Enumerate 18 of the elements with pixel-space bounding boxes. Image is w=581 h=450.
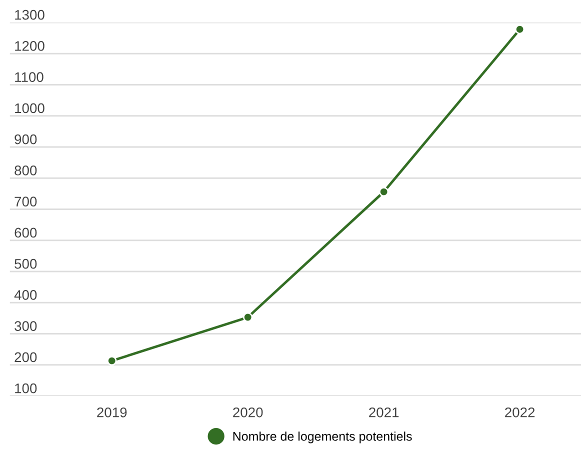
- y-tick-label: 700: [14, 196, 37, 207]
- y-tick-label: 800: [14, 166, 37, 176]
- y-tick-label: 600: [14, 228, 37, 238]
- y-tick-label: 900: [14, 134, 37, 144]
- x-tick-label: 2022: [505, 407, 535, 418]
- y-tick-label: 1000: [15, 103, 44, 114]
- y-tick-label: 400: [14, 290, 37, 300]
- y-tick-label: 500: [14, 258, 37, 269]
- y-tick-label: 1300: [15, 10, 44, 20]
- legend-label: Nombre de logements potentiels: [233, 432, 412, 444]
- x-tick-label: 2019: [97, 407, 127, 418]
- x-tick-label: 2021: [369, 407, 399, 418]
- y-tick-label: 100: [15, 383, 37, 394]
- x-tick-label: 2020: [233, 407, 263, 418]
- y-tick-label: 1100: [15, 72, 44, 82]
- y-tick-label: 300: [14, 321, 37, 332]
- y-tick-label: 200: [14, 352, 37, 362]
- y-tick-label: 1200: [15, 41, 44, 51]
